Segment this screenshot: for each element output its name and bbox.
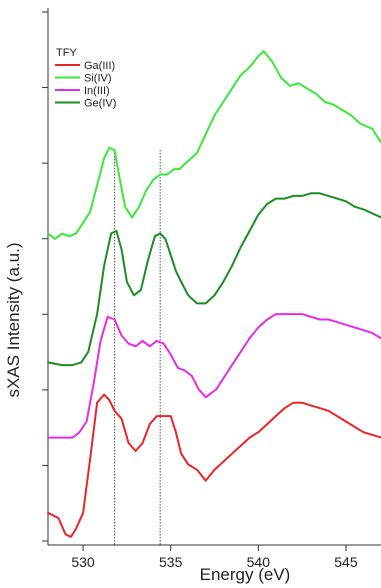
series-line-ga-iii [47, 393, 381, 538]
series-line-in-iii [47, 313, 381, 439]
y-ticks [42, 11, 48, 542]
x-tick-label: 545 [334, 554, 358, 570]
legend-label: Ga(III) [84, 60, 115, 72]
x-tick-label: 540 [247, 554, 271, 570]
legend-label: Si(IV) [84, 73, 112, 85]
legend-title: TFY [56, 47, 77, 59]
x-tick-label: 535 [159, 554, 183, 570]
y-axis-label: sXAS Intensity (a.u.) [4, 243, 23, 398]
legend-label: In(III) [84, 85, 110, 97]
axes: 530 535 540 545 [42, 8, 381, 570]
x-axis-label: Energy (eV) [200, 565, 291, 584]
x-tick-label: 530 [71, 554, 95, 570]
series-line-si-iv [47, 50, 381, 240]
series-group [47, 50, 381, 538]
legend-label: Ge(IV) [84, 98, 116, 110]
x-ticks: 530 535 540 545 [71, 545, 358, 570]
legend-items: Ga(III)Si(IV)In(III)Ge(IV) [55, 60, 116, 110]
series-line-ge-iv [47, 192, 381, 367]
legend: TFY Ga(III)Si(IV)In(III)Ge(IV) [55, 47, 116, 110]
